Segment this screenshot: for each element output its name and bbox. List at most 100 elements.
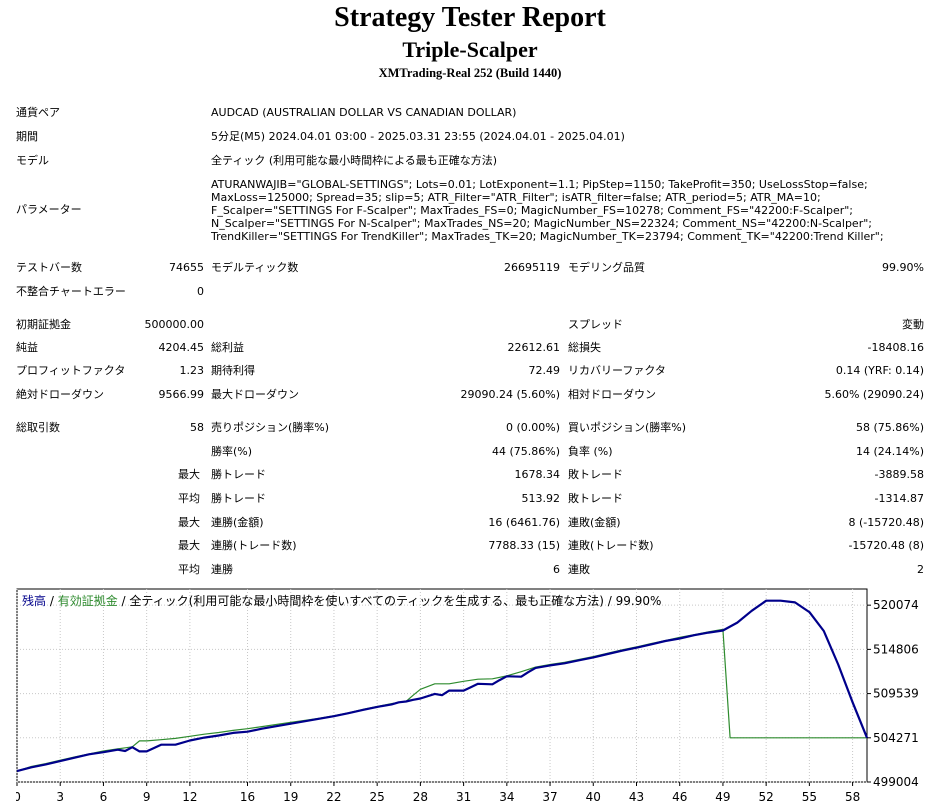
period-value: 5分足(M5) 2024.04.01 03:00 - 2025.03.31 23… bbox=[211, 130, 625, 143]
max-cons-loss-cnt-value: -15720.48 (8) bbox=[848, 539, 924, 552]
short-value: 0 (0.00%) bbox=[505, 421, 560, 434]
params-line: MaxLoss=125000; Spread=35; slip=5; ATR_F… bbox=[211, 191, 821, 204]
recovery-label: リカバリーファクタ bbox=[568, 364, 666, 377]
deposit-label: 初期証拠金 bbox=[16, 318, 71, 331]
recovery-value: 0.14 (YRF: 0.14) bbox=[835, 364, 924, 377]
equity-chart: 0 3 6 9 12 16 19 22 25 28 31 34 37 40 43 46 49 52 55 58 5200… bbox=[16, 588, 940, 806]
x-tick-label: 3 bbox=[56, 790, 64, 804]
long-label: 買いポジション(勝率%) bbox=[568, 421, 687, 434]
x-tick-label: 22 bbox=[326, 790, 341, 804]
y-tick-label: 509539 bbox=[873, 687, 919, 701]
y-tick-label: 514806 bbox=[873, 642, 919, 656]
legend-separator: / bbox=[46, 594, 58, 608]
y-tick-label: 504271 bbox=[873, 731, 919, 745]
max-word: 最大 bbox=[178, 539, 200, 552]
x-tick-label: 34 bbox=[499, 790, 514, 804]
ticks-label: モデルティック数 bbox=[211, 261, 299, 274]
rel-dd-value: 5.60% (29090.24) bbox=[824, 388, 924, 401]
max-word: 最大 bbox=[178, 468, 200, 481]
avg-word: 平均 bbox=[178, 492, 200, 505]
legend-balance: 残高 bbox=[22, 594, 47, 608]
deposit-value: 500000.00 bbox=[144, 318, 205, 331]
lossrate-label: 負率 (%) bbox=[568, 445, 613, 458]
balance-series-line bbox=[16, 599, 869, 773]
legend-description: / 全ティック(利用可能な最小時間枠を使いすべてのティックを生成する、最も正確な… bbox=[117, 594, 662, 608]
winrate-value: 44 (75.86%) bbox=[491, 445, 560, 458]
legend-equity: 有効証拠金 bbox=[57, 594, 118, 608]
x-tick-label: 6 bbox=[100, 790, 108, 804]
expected-label: 期待利得 bbox=[211, 364, 255, 377]
spread-value: 変動 bbox=[902, 318, 924, 331]
chart-svg: 0 3 6 9 12 16 19 22 25 28 31 34 37 40 43 46 49 52 55 58 5200… bbox=[16, 588, 919, 804]
spread-label: スプレッド bbox=[568, 318, 623, 331]
symbol-value: AUDCAD (AUSTRALIAN DOLLAR VS CANADIAN DO… bbox=[211, 106, 517, 119]
quality-label: モデリング品質 bbox=[568, 261, 645, 274]
avg-cons-loss-label: 連敗 bbox=[568, 563, 590, 576]
winrate-label: 勝率(%) bbox=[211, 445, 253, 458]
y-tick-label: 499004 bbox=[873, 775, 919, 789]
max-dd-label: 最大ドローダウン bbox=[211, 388, 299, 401]
lossrate-value: 14 (24.14%) bbox=[855, 445, 924, 458]
avg-cons-win-label: 連勝 bbox=[211, 563, 233, 576]
mismatch-value: 0 bbox=[197, 285, 204, 298]
params-line: ATURANWAJIB="GLOBAL-SETTINGS"; Lots=0.01… bbox=[211, 178, 868, 191]
max-word: 最大 bbox=[178, 516, 200, 529]
plot-frame bbox=[16, 588, 868, 783]
params-line: N_Scalper="SETTINGS For N-Scalper"; MaxT… bbox=[211, 217, 872, 230]
gross-loss-label: 総損失 bbox=[568, 341, 601, 354]
x-tick-label: 31 bbox=[456, 790, 471, 804]
pf-label: プロフィットファクタ bbox=[16, 364, 126, 377]
total-trades-value: 58 bbox=[190, 421, 204, 434]
gross-loss-value: -18408.16 bbox=[867, 341, 924, 354]
gross-profit-value: 22612.61 bbox=[507, 341, 561, 354]
net-value: 4204.45 bbox=[158, 341, 205, 354]
equity-series-line bbox=[16, 628, 867, 772]
x-tick-label: 9 bbox=[143, 790, 151, 804]
x-tick-label: 43 bbox=[629, 790, 644, 804]
avg-cons-loss-value: 2 bbox=[917, 563, 924, 576]
x-tick-label: 0 bbox=[16, 790, 21, 804]
max-cons-win-cnt-value: 7788.33 (15) bbox=[488, 539, 560, 552]
expected-value: 72.49 bbox=[528, 364, 561, 377]
avg-loss-value: -1314.87 bbox=[874, 492, 924, 505]
avg-cons-win-value: 6 bbox=[553, 563, 560, 576]
max-dd-value: 29090.24 (5.60%) bbox=[460, 388, 560, 401]
x-tick-label: 25 bbox=[370, 790, 385, 804]
x-tick-label: 55 bbox=[802, 790, 817, 804]
avg-win-label: 勝トレード bbox=[211, 492, 266, 505]
max-win-label: 勝トレード bbox=[211, 468, 266, 481]
chart-legend: 残高 / 有効証拠金 / 全ティック(利用可能な最小時間枠を使いすべてのティック… bbox=[22, 592, 661, 609]
max-cons-loss-amt-label: 連敗(金額) bbox=[568, 516, 621, 529]
x-tick-label: 49 bbox=[715, 790, 730, 804]
max-loss-value: -3889.58 bbox=[874, 468, 924, 481]
period-label: 期間 bbox=[16, 130, 38, 143]
x-tick-label: 40 bbox=[586, 790, 601, 804]
params-line: TrendKiller="SETTINGS For TrendKiller"; … bbox=[211, 230, 884, 243]
abs-dd-label: 絶対ドローダウン bbox=[16, 388, 104, 401]
quality-value: 99.90% bbox=[882, 261, 924, 274]
params-label: パラメーター bbox=[16, 203, 82, 216]
model-value: 全ティック (利用可能な最小時間枠による最も正確な方法) bbox=[211, 154, 498, 167]
net-label: 純益 bbox=[16, 341, 38, 354]
params-line: F_Scalper="SETTINGS For F-Scalper"; MaxT… bbox=[211, 204, 854, 217]
x-tick-label: 52 bbox=[759, 790, 774, 804]
mismatch-label: 不整合チャートエラー bbox=[16, 285, 126, 298]
avg-word: 平均 bbox=[178, 563, 200, 576]
x-tick-label: 19 bbox=[283, 790, 298, 804]
x-tick-label: 46 bbox=[672, 790, 687, 804]
server-build: XMTrading-Real 252 (Build 1440) bbox=[378, 66, 562, 80]
x-tick-label: 28 bbox=[413, 790, 428, 804]
gross-profit-label: 総利益 bbox=[211, 341, 244, 354]
total-trades-label: 総取引数 bbox=[16, 421, 60, 434]
ticks-value: 26695119 bbox=[504, 261, 560, 274]
max-cons-win-amt-label: 連勝(金額) bbox=[211, 516, 264, 529]
pf-value: 1.23 bbox=[179, 364, 205, 377]
max-cons-loss-amt-value: 8 (-15720.48) bbox=[848, 516, 924, 529]
max-win-value: 1678.34 bbox=[514, 468, 561, 481]
max-cons-loss-cnt-label: 連敗(トレード数) bbox=[568, 539, 654, 552]
avg-loss-label: 敗トレード bbox=[568, 492, 623, 505]
max-cons-win-amt-value: 16 (6461.76) bbox=[488, 516, 560, 529]
bars-label: テストバー数 bbox=[16, 261, 82, 274]
x-tick-label: 37 bbox=[542, 790, 557, 804]
params-block: ATURANWAJIB="GLOBAL-SETTINGS"; Lots=0.01… bbox=[211, 178, 911, 243]
